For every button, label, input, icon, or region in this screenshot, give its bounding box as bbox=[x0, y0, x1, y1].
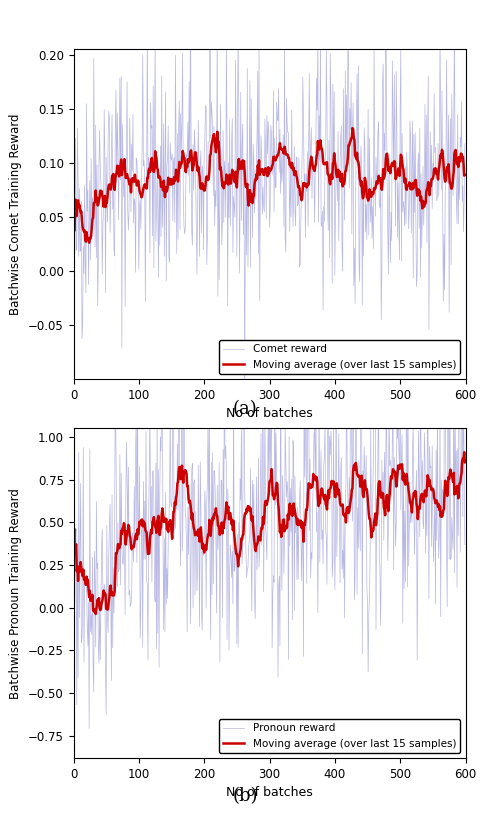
Moving average (over last 15 samples) bbox=[366, 509, 372, 519]
Moving average (over last 15 samples) bbox=[462, 170, 468, 180]
Moving average (over last 15 samples) bbox=[248, 189, 254, 199]
Pronoun reward bbox=[462, 540, 468, 550]
Text: (a): (a) bbox=[233, 400, 257, 418]
Moving average (over last 15 samples) bbox=[71, 539, 76, 549]
Comet reward bbox=[249, 169, 255, 179]
Pronoun reward bbox=[441, 245, 447, 255]
Pronoun reward bbox=[86, 723, 92, 733]
Line: Moving average (over last 15 samples): Moving average (over last 15 samples) bbox=[74, 128, 465, 243]
Comet reward bbox=[462, 139, 468, 149]
Moving average (over last 15 samples) bbox=[71, 207, 76, 217]
Moving average (over last 15 samples) bbox=[172, 176, 178, 186]
X-axis label: No of batches: No of batches bbox=[226, 786, 313, 799]
Comet reward bbox=[140, 50, 146, 60]
Moving average (over last 15 samples) bbox=[141, 516, 147, 526]
Moving average (over last 15 samples) bbox=[367, 185, 372, 194]
Moving average (over last 15 samples) bbox=[248, 513, 254, 522]
Legend: Pronoun reward, Moving average (over last 15 samples): Pronoun reward, Moving average (over las… bbox=[220, 719, 460, 753]
Pronoun reward bbox=[172, 491, 178, 501]
Y-axis label: Batchwise Comet Training Reward: Batchwise Comet Training Reward bbox=[9, 114, 23, 315]
Line: Moving average (over last 15 samples): Moving average (over last 15 samples) bbox=[74, 452, 465, 614]
Pronoun reward bbox=[302, 472, 308, 482]
Moving average (over last 15 samples) bbox=[172, 498, 178, 508]
Y-axis label: Batchwise Pronoun Training Reward: Batchwise Pronoun Training Reward bbox=[9, 488, 23, 699]
Pronoun reward bbox=[248, 559, 254, 569]
Moving average (over last 15 samples) bbox=[462, 457, 468, 467]
Line: Comet reward: Comet reward bbox=[74, 0, 465, 385]
Comet reward bbox=[242, 380, 247, 390]
Pronoun reward bbox=[71, 539, 76, 549]
Moving average (over last 15 samples) bbox=[302, 178, 308, 188]
Moving average (over last 15 samples) bbox=[93, 609, 98, 619]
Text: (b): (b) bbox=[232, 787, 258, 805]
Moving average (over last 15 samples) bbox=[461, 447, 467, 457]
Pronoun reward bbox=[366, 608, 372, 618]
Comet reward bbox=[333, 166, 339, 176]
Pronoun reward bbox=[141, 477, 147, 487]
Pronoun reward bbox=[333, 533, 339, 543]
Moving average (over last 15 samples) bbox=[86, 238, 92, 248]
Moving average (over last 15 samples) bbox=[302, 520, 308, 530]
Comet reward bbox=[367, 133, 372, 143]
Moving average (over last 15 samples) bbox=[333, 160, 339, 170]
Comet reward bbox=[171, 152, 177, 162]
Moving average (over last 15 samples) bbox=[333, 492, 339, 502]
Moving average (over last 15 samples) bbox=[349, 123, 355, 133]
Line: Pronoun reward: Pronoun reward bbox=[74, 250, 465, 728]
Comet reward bbox=[71, 207, 76, 217]
Comet reward bbox=[302, 232, 308, 242]
X-axis label: No of batches: No of batches bbox=[226, 407, 313, 420]
Legend: Comet reward, Moving average (over last 15 samples): Comet reward, Moving average (over last … bbox=[220, 340, 460, 374]
Moving average (over last 15 samples) bbox=[141, 183, 147, 193]
